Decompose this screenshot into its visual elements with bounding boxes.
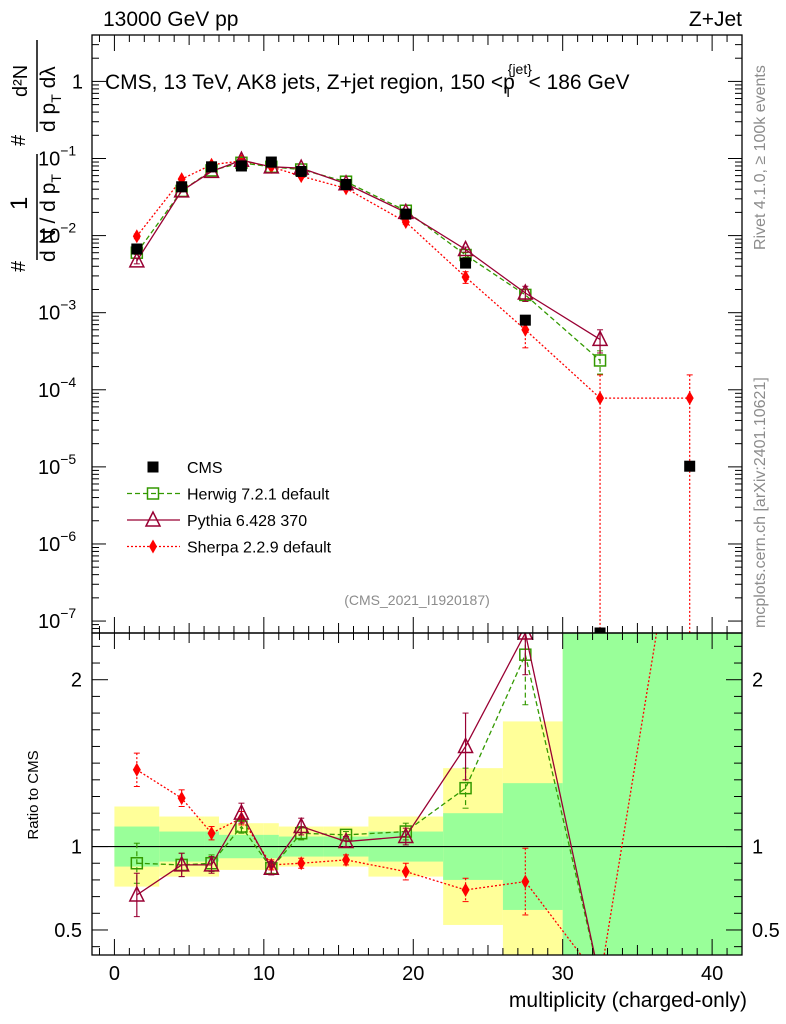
sherpa-ratio-point — [342, 852, 351, 867]
main-y-tick-label: 10−5 — [38, 451, 76, 479]
main-y-tick-label: 10−6 — [38, 528, 76, 556]
y-label-den2: d pT dλ — [37, 66, 64, 132]
mcplots-label: mcplots.cern.ch [arXiv:2401.10621] — [752, 377, 769, 628]
process-label: Z+Jet — [689, 8, 742, 31]
analysis-id: (CMS_2021_I1920187) — [344, 592, 490, 608]
legend-label: Pythia 6.428 370 — [187, 513, 307, 530]
main-y-tick-label: 10−7 — [38, 605, 76, 633]
pythia-ratio-point — [517, 633, 534, 640]
x-axis-label: multiplicity (charged-only) — [509, 989, 747, 1012]
energy-label: 13000 GeV pp — [103, 8, 238, 31]
main-y-tick-label: 10−3 — [38, 297, 76, 325]
cms-point — [295, 165, 307, 177]
legend-marker — [146, 487, 160, 500]
y-axis-label: # 1 d N / d pT # d²N d pT dλ — [6, 40, 64, 272]
ratio-band-inner — [562, 633, 742, 955]
sherpa-point — [685, 391, 694, 406]
cms-point — [684, 460, 696, 472]
herwig-ratio-point — [130, 856, 144, 870]
pythia-ratio-point — [128, 885, 146, 902]
pythia-ratio-point — [233, 803, 250, 820]
cms-point — [235, 160, 247, 172]
cms-point — [400, 208, 412, 220]
legend: CMS Herwig 7.2.1 default Pythia 6.428 370 S… — [127, 460, 332, 557]
pythia-ratio-point — [337, 831, 355, 849]
axes: 1 10−1 10−2 10−3 10−4 10−5 10−6 10−7 0 10 20 30 40 0.… — [38, 34, 780, 985]
legend-marker — [147, 461, 159, 473]
y-label-hash-left: # — [8, 260, 30, 272]
pythia-point — [591, 329, 609, 347]
y-label-d2n: d²N — [10, 65, 32, 97]
cms-point — [460, 257, 472, 269]
ratio-y-tick-label: 2 — [71, 670, 82, 692]
legend-label: Sherpa 2.2.9 default — [187, 540, 332, 557]
pythia-ratio-point — [292, 816, 310, 834]
herwig-point — [593, 354, 607, 367]
sherpa-ratio-point — [401, 864, 410, 879]
ratio-y-tick-label: 1 — [71, 837, 82, 859]
cms-point — [594, 627, 606, 633]
sherpa-ratio-point — [177, 791, 186, 806]
y-label-one: 1 — [6, 197, 33, 210]
cms-point — [131, 243, 143, 255]
herwig-line — [136, 162, 601, 361]
x-tick-label: 10 — [253, 963, 275, 985]
x-tick-label: 20 — [402, 963, 424, 985]
pythia-ratio-point — [457, 736, 474, 754]
legend-marker — [149, 539, 157, 554]
main-y-tick-label: 1 — [72, 71, 83, 93]
main-y-tick-label: 10−2 — [38, 220, 76, 248]
pythia-ratio-point — [203, 855, 220, 872]
pythia-ratio-point — [263, 858, 280, 875]
sherpa-line — [136, 160, 690, 399]
ratio-y-tick-label-right: 0.5 — [752, 920, 780, 942]
sherpa-ratio-point — [596, 973, 604, 987]
pythia-point — [457, 239, 474, 257]
cms-point — [340, 179, 352, 191]
pythia-line — [136, 159, 601, 340]
pythia-ratio-point — [397, 826, 415, 844]
y-label-hash-mid: # — [8, 134, 30, 146]
ratio-y-tick-label-right: 1 — [752, 837, 763, 859]
sherpa-ratio-line — [136, 633, 658, 955]
sherpa-point — [132, 229, 141, 244]
sherpa-ratio-point — [132, 762, 141, 777]
x-tick-label: 40 — [701, 963, 723, 985]
ratio-y-label: Ratio to CMS — [25, 750, 42, 839]
main-series — [128, 150, 696, 633]
ratio-y-tick-label-right: 2 — [752, 670, 763, 692]
sherpa-point — [596, 391, 605, 406]
sherpa-point — [461, 270, 470, 285]
main-y-tick-label: 10−1 — [38, 143, 76, 171]
ratio-y-tick-label: 0.5 — [54, 920, 82, 942]
sherpa-point — [521, 322, 530, 337]
sherpa-ratio-point — [461, 882, 470, 897]
x-tick-label: 30 — [552, 963, 574, 985]
sherpa-ratio-point — [297, 856, 306, 871]
herwig-ratio-point — [595, 975, 606, 986]
x-tick-label: 0 — [109, 963, 120, 985]
ratio-frame — [91, 632, 743, 956]
pythia-point — [128, 251, 146, 268]
legend-label: Herwig 7.2.1 default — [187, 487, 330, 504]
plot-title: CMS, 13 TeV, AK8 jets, Z+jet region, 150… — [105, 61, 629, 100]
y-label-den: d N / d pT — [37, 174, 64, 262]
cms-point — [519, 314, 531, 326]
legend-marker — [144, 510, 162, 527]
sherpa-ratio-point — [207, 826, 216, 841]
sherpa-ratio-point — [521, 874, 530, 889]
ratio-series — [128, 633, 658, 987]
cms-point — [265, 156, 277, 168]
rivet-label: Rivet 4.1.0, ≥ 100k events — [752, 65, 769, 250]
main-y-tick-label: 10−4 — [38, 374, 76, 402]
pythia-ratio-point — [593, 972, 607, 986]
legend-label: CMS — [187, 460, 223, 477]
cms-point — [176, 181, 188, 193]
pythia-ratio-point — [173, 855, 190, 872]
pythia-point — [517, 283, 534, 300]
herwig-ratio-point — [459, 781, 472, 795]
cms-point — [206, 161, 218, 173]
